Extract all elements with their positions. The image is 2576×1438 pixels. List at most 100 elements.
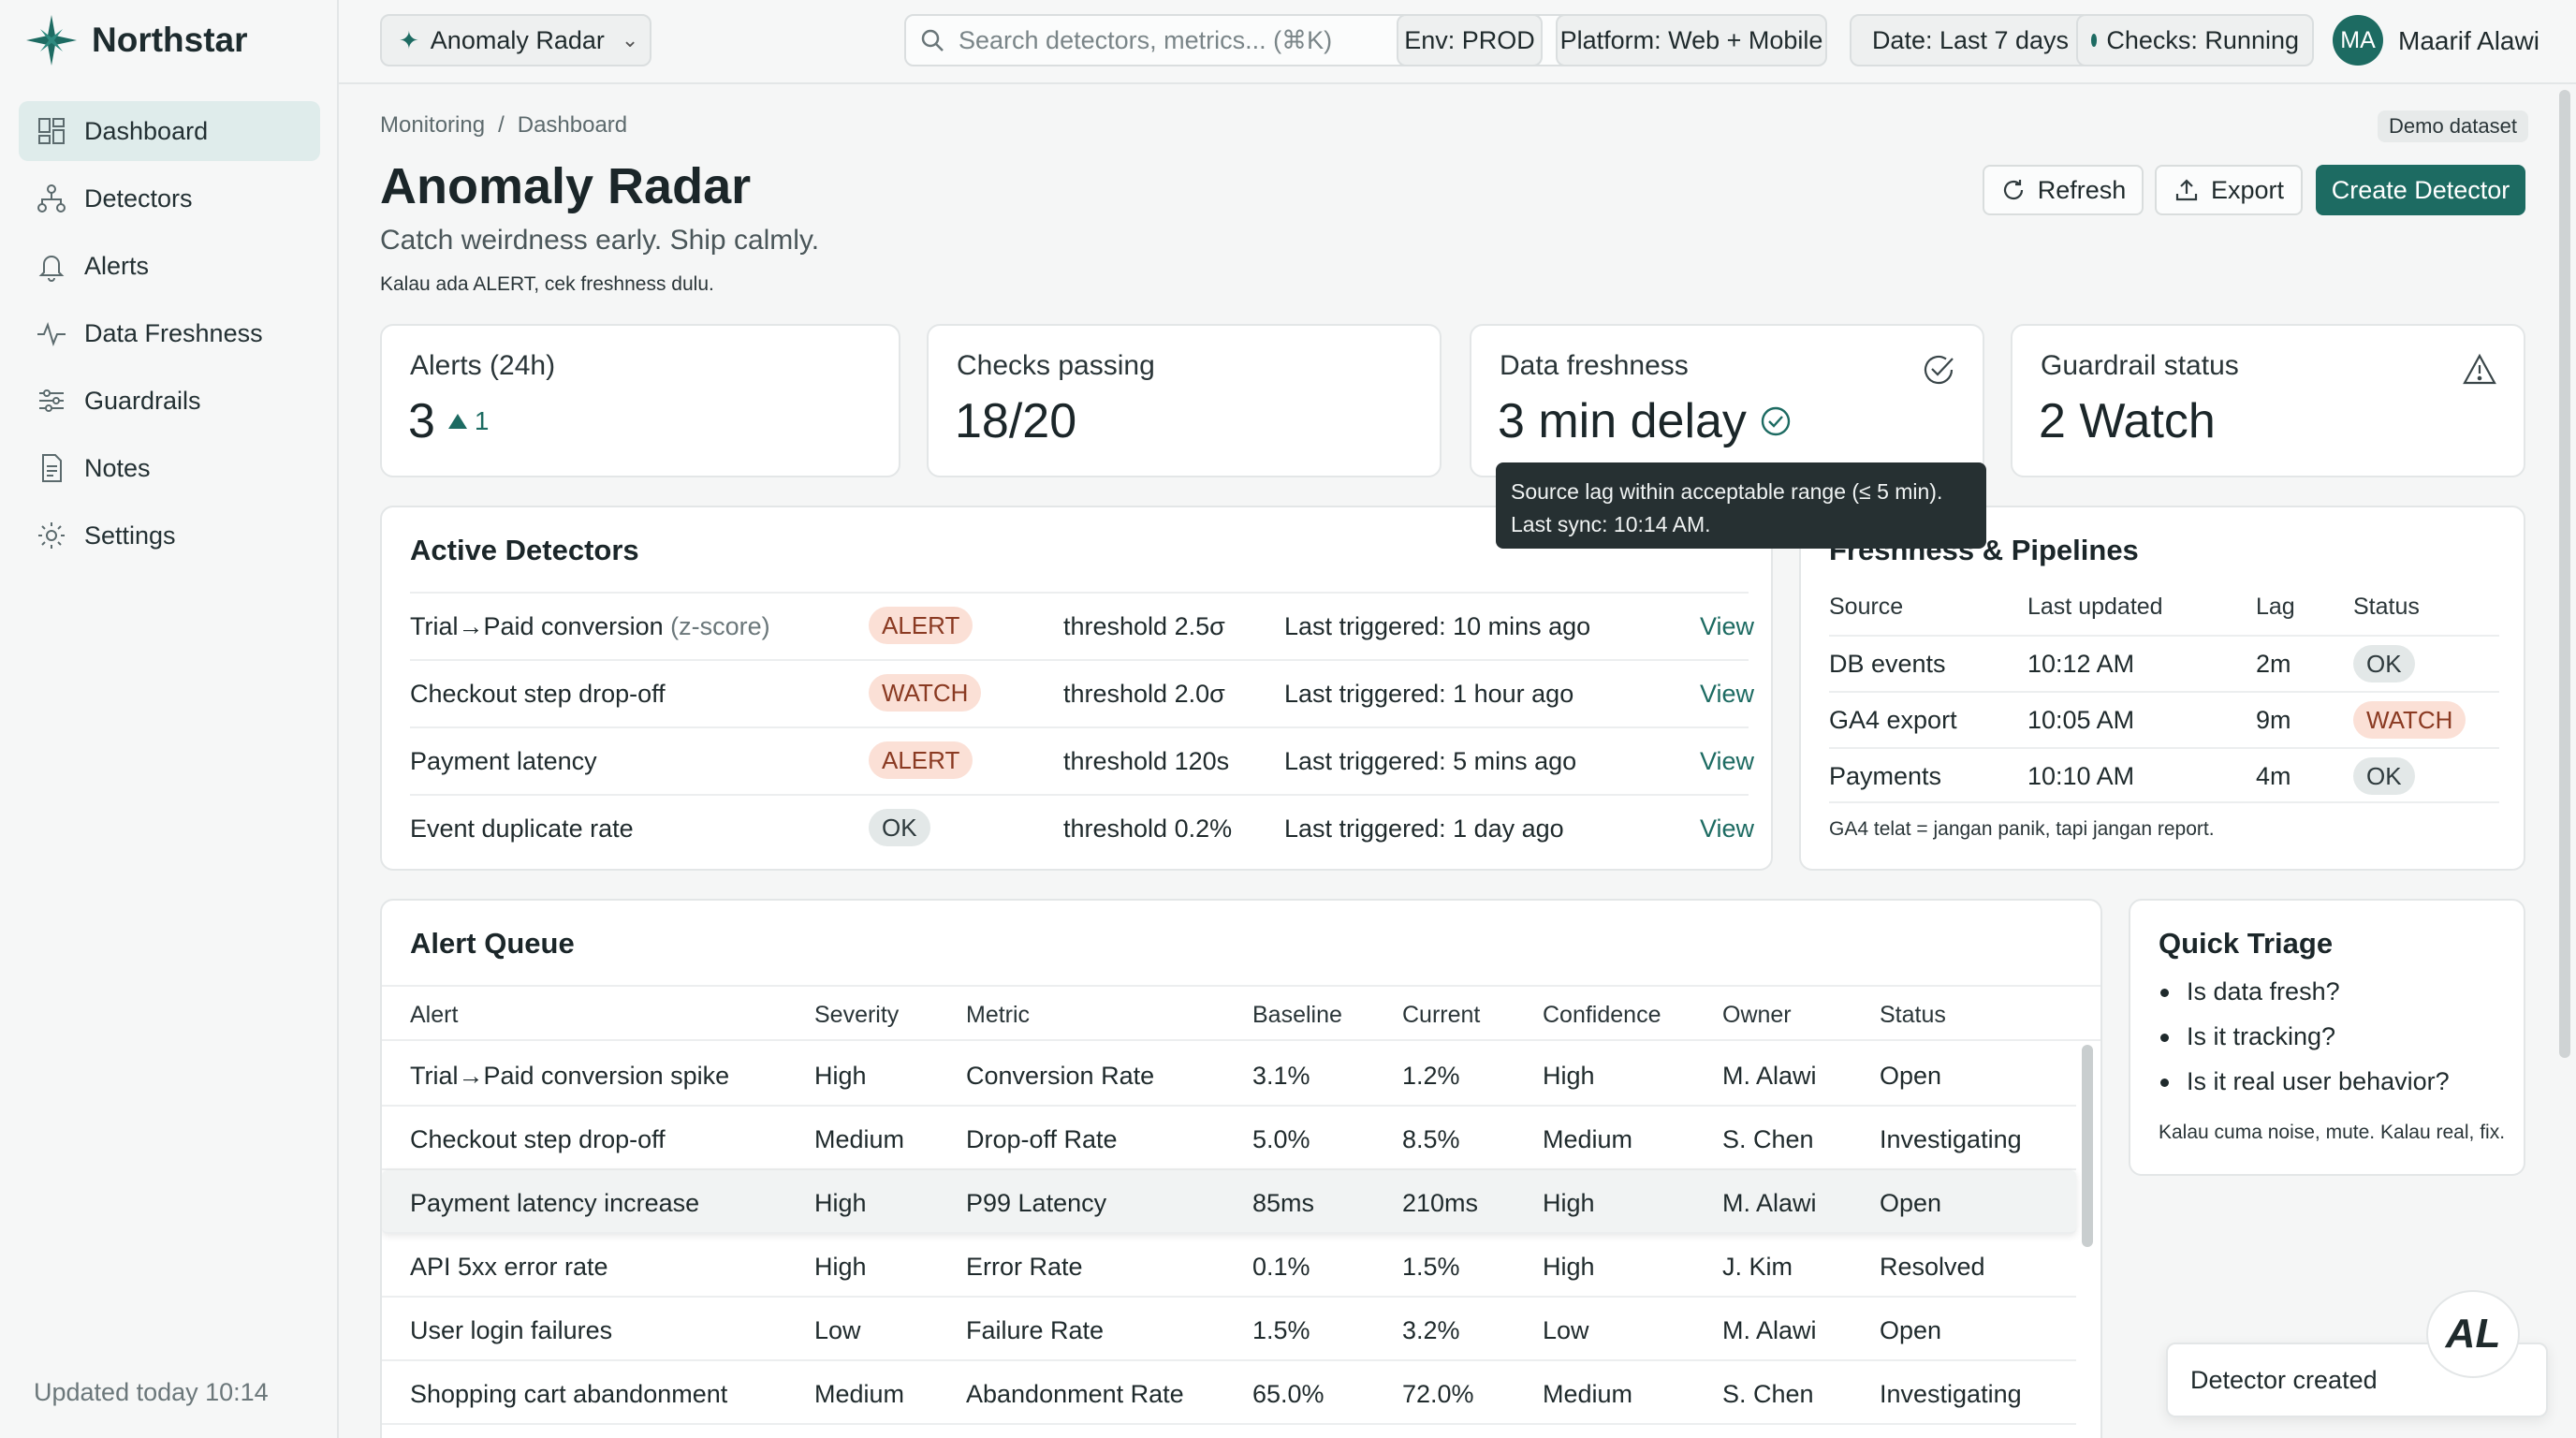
list-item: Is it tracking? <box>2160 1022 2450 1067</box>
sidebar-item-dashboard[interactable]: Dashboard <box>19 101 320 161</box>
triangle-up-icon <box>447 414 467 429</box>
page-note: Kalau ada ALERT, cek freshness dulu. <box>380 273 714 295</box>
checks-status-label: Checks: Running <box>2106 25 2299 54</box>
kpi-freshness-card[interactable]: Data freshness 3 min delay <box>1470 324 1984 477</box>
alert-baseline: 3.1% <box>1252 1062 1310 1090</box>
kpi-checks-card[interactable]: Checks passing 18/20 <box>927 324 1442 477</box>
alert-metric: Conversion Rate <box>966 1062 1155 1090</box>
detector-last-triggered: Last triggered: 10 mins ago <box>1284 612 1591 640</box>
pipeline-row[interactable]: DB events 10:12 AM 2m OK <box>1829 635 2499 691</box>
sidebar-item-label: Notes <box>84 453 151 482</box>
status-badge: WATCH <box>2353 701 2466 739</box>
column-header[interactable]: Metric <box>966 1002 1031 1028</box>
detector-row[interactable]: Event duplicate rate OK threshold 0.2% L… <box>410 794 1754 861</box>
triage-list: Is data fresh? Is it tracking? Is it rea… <box>2160 977 2450 1112</box>
table-row-highlighted[interactable]: Payment latency increase High P99 Latenc… <box>382 1170 2076 1234</box>
refresh-button-label: Refresh <box>2037 175 2127 204</box>
column-header[interactable]: Owner <box>1722 1002 1792 1028</box>
pipeline-lag: 2m <box>2256 650 2291 678</box>
column-header: Source <box>1829 594 1904 620</box>
status-badge: ALERT <box>869 607 973 644</box>
pipeline-lag: 4m <box>2256 762 2291 790</box>
detector-name: Checkout step drop-off <box>410 680 666 708</box>
sidebar-item-detectors[interactable]: Detectors <box>19 169 320 228</box>
alert-confidence: Medium <box>1543 1125 1633 1153</box>
alert-confidence: High <box>1543 1189 1595 1217</box>
kpi-alerts-card[interactable]: Alerts (24h) 3 1 <box>380 324 900 477</box>
status-badge: OK <box>2353 757 2415 795</box>
kpi-value: 18/20 <box>955 394 1077 448</box>
kpi-label: Data freshness <box>1500 350 1689 381</box>
alert-severity: Medium <box>814 1125 905 1153</box>
alert-baseline: 85ms <box>1252 1189 1315 1217</box>
freshness-pipelines-card: Freshness & Pipelines Source Last update… <box>1799 506 2525 871</box>
kpi-guardrail-card[interactable]: Guardrail status 2 Watch <box>2011 324 2525 477</box>
export-button-label: Export <box>2210 175 2285 204</box>
alert-current: 72.0% <box>1402 1380 1474 1408</box>
detector-row[interactable]: Checkout step drop-off WATCH threshold 2… <box>410 659 1754 726</box>
pulse-icon <box>37 321 66 347</box>
table-row[interactable]: Trial→Paid conversion spike High Convers… <box>382 1043 2076 1107</box>
pipeline-row[interactable]: GA4 export 10:05 AM 9m WATCH <box>1829 691 2499 747</box>
top-bar: ✦ Anomaly Radar ⌄ Search detectors, metr… <box>339 0 2576 84</box>
sidebar-item-data-freshness[interactable]: Data Freshness <box>19 303 320 363</box>
date-filter[interactable]: Date: Last 7 days <box>1850 14 2091 66</box>
column-header[interactable]: Confidence <box>1543 1002 1661 1028</box>
status-badge: ALERT <box>869 741 973 779</box>
alert-baseline: 0.1% <box>1252 1253 1310 1281</box>
view-link[interactable]: View <box>1700 747 1755 775</box>
sidebar-item-guardrails[interactable]: Guardrails <box>19 371 320 431</box>
breadcrumb-monitoring[interactable]: Monitoring <box>380 112 486 138</box>
avatar[interactable]: MA <box>2333 15 2383 66</box>
sidebar-item-notes[interactable]: Notes <box>19 438 320 498</box>
view-link[interactable]: View <box>1700 612 1755 640</box>
detector-name: Trial→Paid conversion <box>410 612 664 640</box>
active-detectors-card: Active Detectors Trial→Paid conversion (… <box>380 506 1773 871</box>
checks-status-pill[interactable]: Checks: Running <box>2076 14 2314 66</box>
detector-threshold: threshold 2.5σ <box>1063 612 1225 640</box>
view-link[interactable]: View <box>1700 680 1755 708</box>
detector-threshold: threshold 2.0σ <box>1063 680 1225 708</box>
user-name[interactable]: Maarif Alawi <box>2398 26 2539 55</box>
column-header[interactable]: Current <box>1402 1002 1481 1028</box>
kpi-label: Alerts (24h) <box>410 350 556 381</box>
column-header[interactable]: Alert <box>410 1002 459 1028</box>
app-switcher-dropdown[interactable]: ✦ Anomaly Radar ⌄ <box>380 14 651 66</box>
column-header[interactable]: Status <box>1880 1002 1946 1028</box>
table-row[interactable]: Checkout step drop-off Medium Drop-off R… <box>382 1107 2076 1170</box>
column-header[interactable]: Baseline <box>1252 1002 1342 1028</box>
alert-severity: Medium <box>814 1380 905 1408</box>
alert-severity: High <box>814 1189 867 1217</box>
detector-row[interactable]: Payment latency ALERT threshold 120s Las… <box>410 726 1754 794</box>
table-row[interactable]: API 5xx error rate High Error Rate 0.1% … <box>382 1234 2076 1298</box>
refresh-button[interactable]: Refresh <box>1983 165 2144 215</box>
pipeline-source: GA4 export <box>1829 706 1957 734</box>
table-scrollbar[interactable] <box>2082 1045 2093 1247</box>
alert-status: Investigating <box>1880 1125 2022 1153</box>
pipeline-row[interactable]: Payments 10:10 AM 4m OK <box>1829 747 2499 803</box>
alert-queue-header: Alert Severity Metric Baseline Current C… <box>382 985 2100 1041</box>
sidebar-nav: Dashboard Detectors Alerts Data Freshnes… <box>19 101 320 573</box>
upload-icon <box>2175 179 2198 201</box>
export-button[interactable]: Export <box>2155 165 2303 215</box>
detector-row[interactable]: Trial→Paid conversion (z-score) ALERT th… <box>410 592 1754 659</box>
page-scrollbar[interactable] <box>2559 90 2570 1058</box>
quick-triage-card: Quick Triage Is data fresh? Is it tracki… <box>2129 899 2525 1176</box>
table-row[interactable]: User login failures Low Failure Rate 1.5… <box>382 1298 2076 1361</box>
sidebar-item-alerts[interactable]: Alerts <box>19 236 320 296</box>
sidebar-item-settings[interactable]: Settings <box>19 506 320 565</box>
alert-owner: J. Kim <box>1722 1253 1793 1281</box>
alert-name: Payment latency increase <box>410 1189 700 1217</box>
create-detector-button[interactable]: Create Detector <box>2316 165 2525 215</box>
alert-severity: Low <box>814 1316 861 1344</box>
assistant-avatar[interactable]: AL <box>2426 1290 2520 1378</box>
brand[interactable]: Northstar <box>24 13 248 67</box>
table-row[interactable]: Shopping cart abandonment Medium Abandon… <box>382 1361 2076 1425</box>
view-link[interactable]: View <box>1700 814 1755 843</box>
alert-current: 1.2% <box>1402 1062 1460 1090</box>
column-header[interactable]: Severity <box>814 1002 900 1028</box>
gear-icon <box>38 522 65 549</box>
platform-filter[interactable]: Platform: Web + Mobile <box>1556 14 1827 66</box>
alert-queue-card: Alert Queue Alert Severity Metric Baseli… <box>380 899 2102 1438</box>
env-filter[interactable]: Env: PROD <box>1397 14 1543 66</box>
